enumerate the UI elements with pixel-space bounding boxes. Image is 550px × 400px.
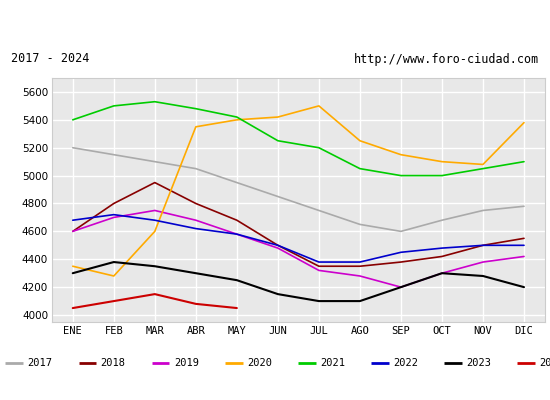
Text: 2017: 2017	[28, 358, 52, 368]
Text: 2022: 2022	[393, 358, 418, 368]
Text: 2017 - 2024: 2017 - 2024	[11, 52, 89, 66]
Text: 2018: 2018	[101, 358, 125, 368]
Text: 2021: 2021	[320, 358, 345, 368]
Text: 2024: 2024	[540, 358, 550, 368]
Text: 2020: 2020	[247, 358, 272, 368]
Text: Evolucion del paro registrado en San Vicente del Raspeig/Sant Vicent del Raspeig: Evolucion del paro registrado en San Vic…	[0, 14, 550, 28]
Text: 2019: 2019	[174, 358, 199, 368]
Text: http://www.foro-ciudad.com: http://www.foro-ciudad.com	[354, 52, 539, 66]
Text: 2023: 2023	[466, 358, 491, 368]
